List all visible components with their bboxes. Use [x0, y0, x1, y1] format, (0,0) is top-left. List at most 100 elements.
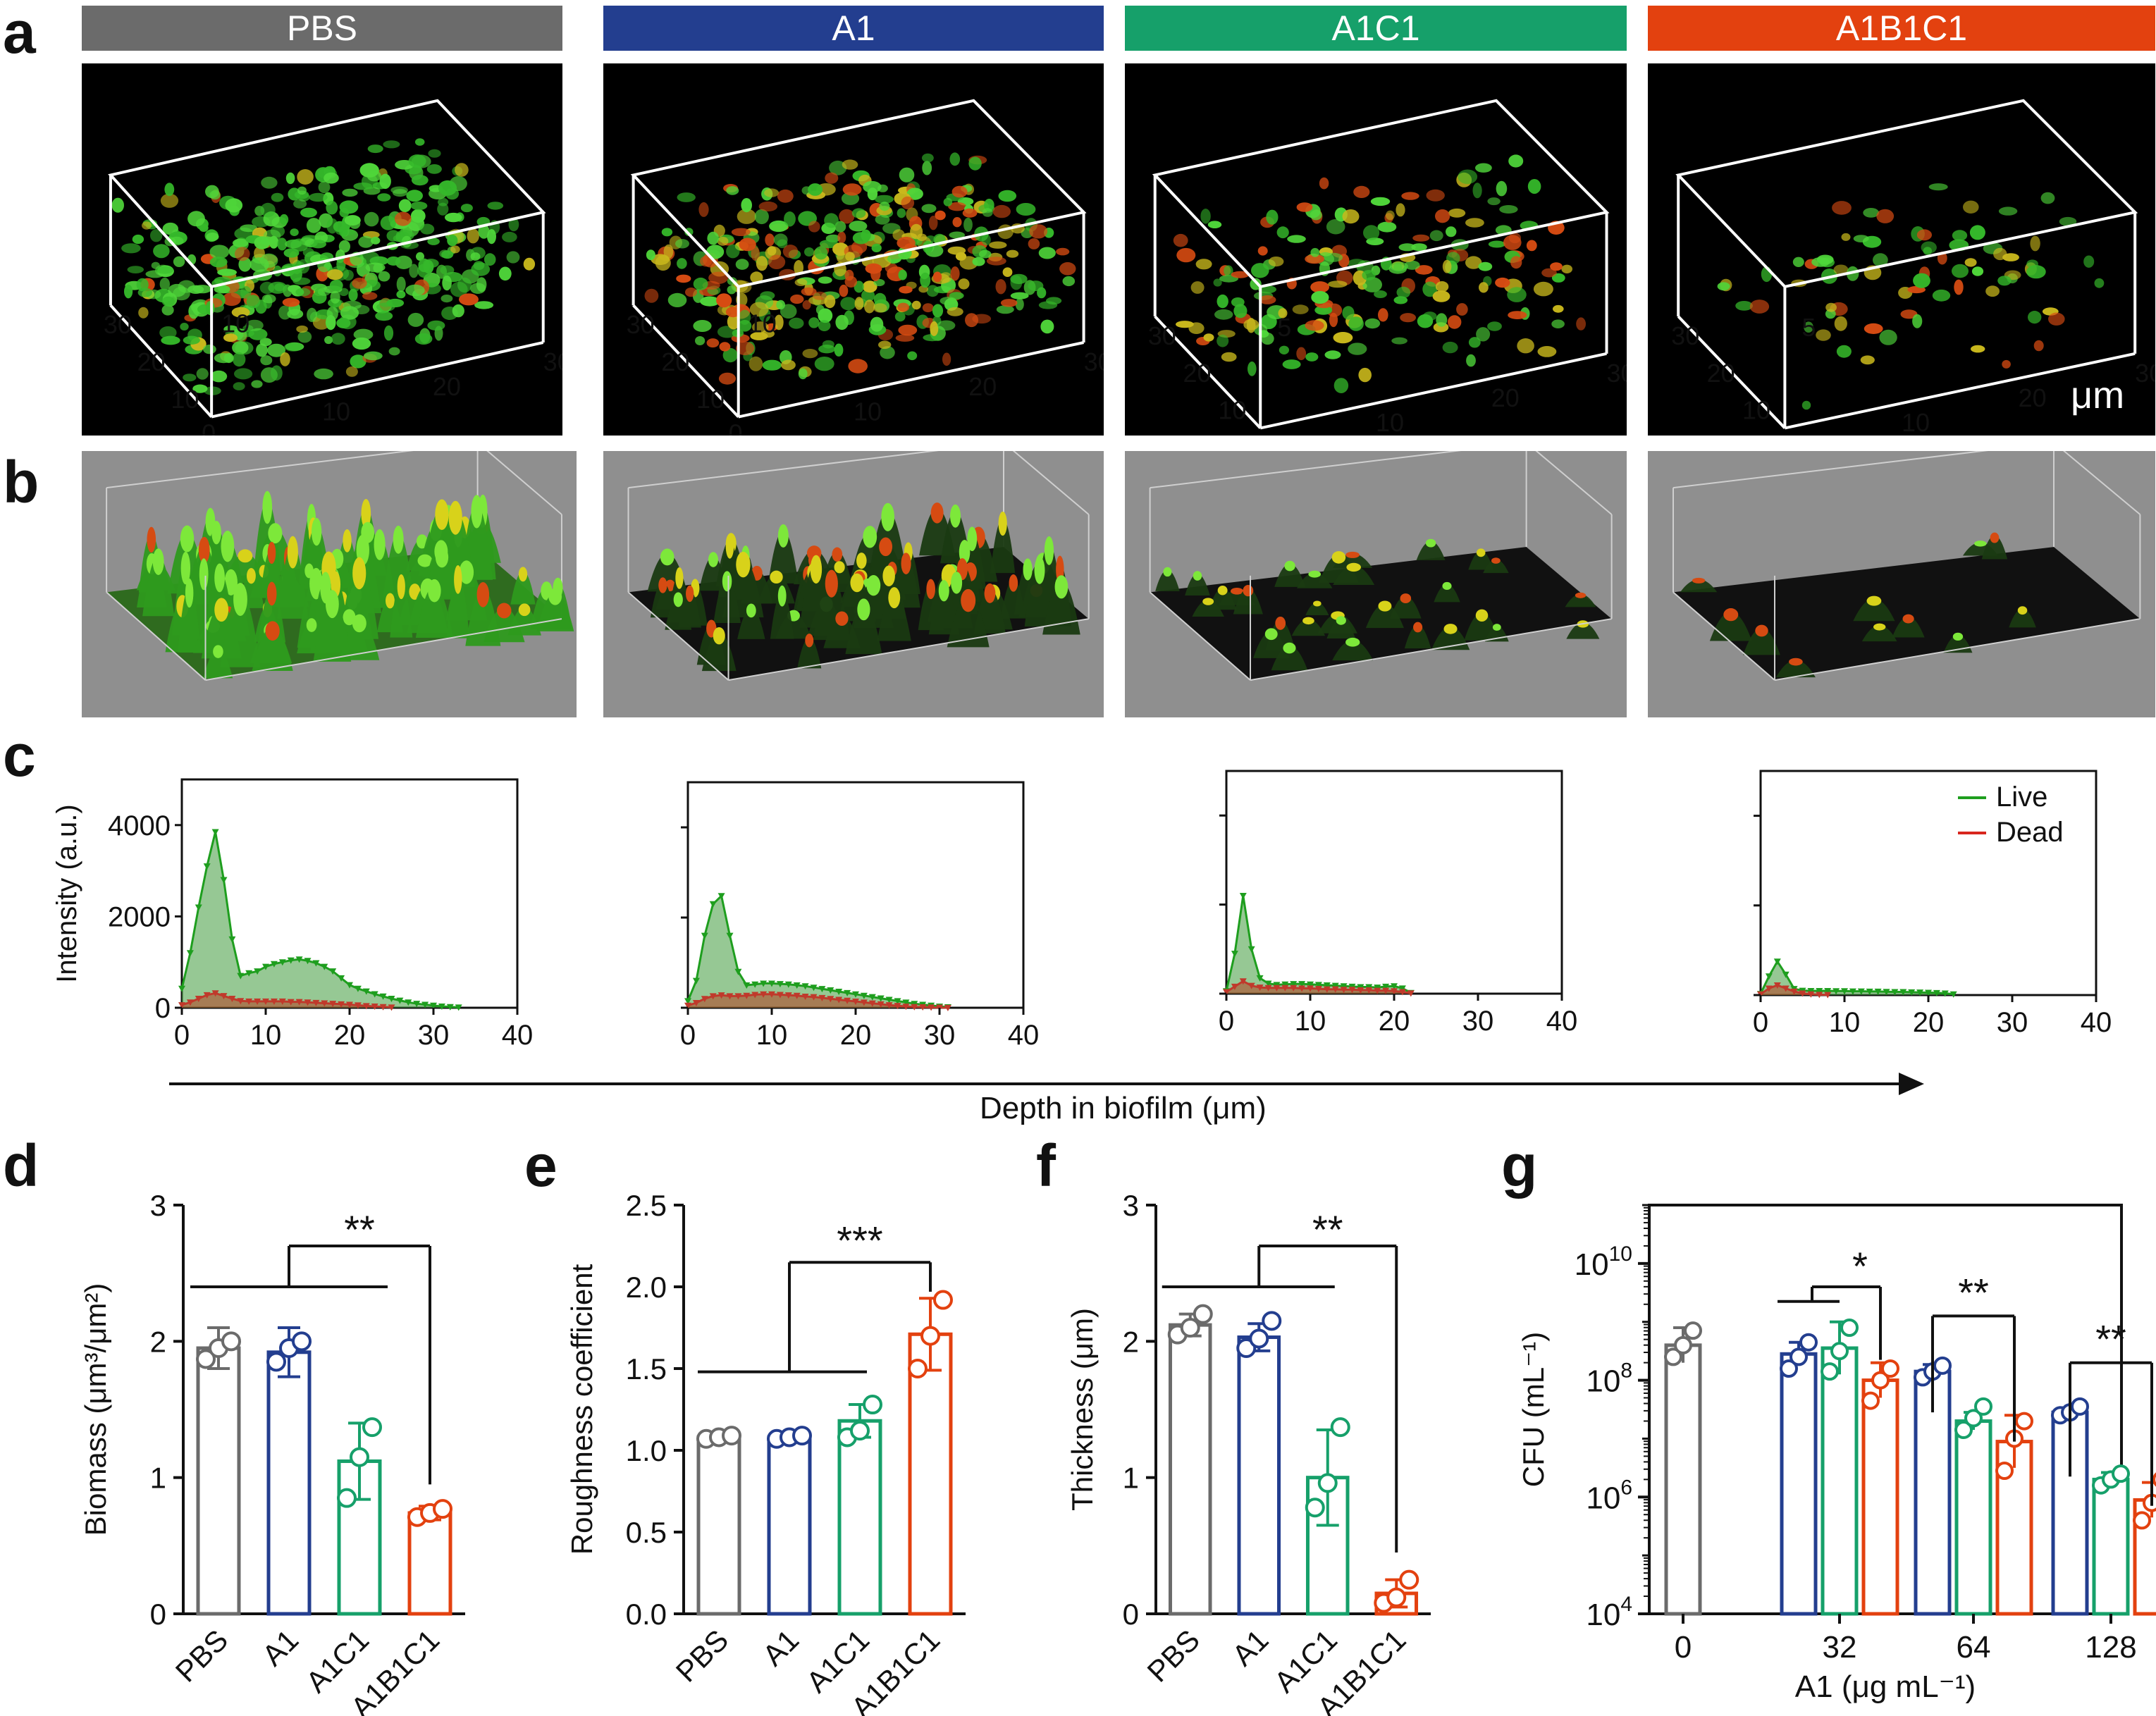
surface-peak-tip	[1873, 624, 1885, 631]
surface-peak-tip	[1218, 586, 1228, 595]
live-cell	[695, 336, 705, 345]
axis-tick-label: 10	[854, 397, 882, 426]
live-cell	[1507, 287, 1527, 302]
surface-plot-svg	[1125, 451, 1627, 717]
dead-cell	[1400, 313, 1416, 322]
x-tick-label-pbs: PBS	[670, 1623, 735, 1689]
live-cell	[441, 295, 453, 302]
data-point	[1822, 1364, 1837, 1379]
x-tick-label: 0	[680, 1020, 696, 1051]
live-cell	[1200, 209, 1210, 224]
dead-cell	[842, 159, 858, 169]
live-cell	[261, 177, 277, 189]
y-tick-label: 0.5	[626, 1516, 667, 1549]
live-cell	[331, 291, 340, 304]
significance-label: **	[1312, 1207, 1343, 1252]
surface-peak-tip	[1493, 624, 1501, 631]
live-cell	[1952, 230, 1967, 241]
data-point	[1263, 1312, 1280, 1329]
surface-peak-tip	[805, 634, 813, 647]
data-point	[1832, 1343, 1847, 1359]
live-cell	[121, 243, 141, 253]
live-cell	[870, 317, 884, 332]
dead-cell	[953, 217, 962, 227]
live-cell	[808, 317, 819, 328]
surface-peak-tip	[1413, 622, 1422, 633]
group-header-label: PBS	[287, 8, 357, 48]
dead-cell	[864, 300, 875, 313]
live-cell	[471, 252, 481, 261]
dead-cell	[2034, 340, 2044, 352]
live-cell	[488, 202, 504, 209]
live-cell	[1214, 278, 1222, 286]
y-tick-label: 2.0	[626, 1271, 667, 1304]
dead-cell	[901, 197, 915, 209]
surface-peak-tip	[497, 603, 512, 619]
data-point	[1332, 1419, 1349, 1436]
biofilm-3d-image-a1: 302010302010100	[603, 63, 1104, 436]
dead-cell	[929, 216, 938, 230]
live-cell	[307, 218, 321, 233]
live-cell	[251, 380, 262, 388]
axis-tick-label: 10	[322, 397, 350, 426]
surface-peak-tip	[238, 549, 252, 562]
surface-peak-tip	[211, 521, 221, 544]
axis-tick-label: 10	[1742, 396, 1770, 425]
x-tick-label-32: 32	[1823, 1630, 1857, 1665]
dead-cell	[1358, 368, 1372, 382]
bar-pbs-0	[1666, 1345, 1700, 1614]
bar-pbs	[1170, 1325, 1210, 1614]
live-cell	[760, 291, 775, 300]
x-tick-label: 10	[250, 1020, 282, 1051]
data-point	[2016, 1414, 2032, 1429]
live-cell	[1443, 342, 1458, 353]
live-cell	[815, 357, 834, 371]
surface-peak-tip	[180, 525, 194, 552]
y-tick-label: 0	[1123, 1598, 1139, 1631]
dead-cell	[1204, 333, 1214, 341]
y-tick-label: 104	[1586, 1593, 1632, 1632]
dead-cell	[467, 228, 479, 243]
surface-peak-tip	[1974, 541, 1986, 546]
live-cell	[1374, 290, 1387, 298]
surface-peak-tip	[882, 566, 895, 586]
live-cell	[336, 228, 356, 235]
biofilm-3d-image-pbs: 302010302010100	[82, 63, 562, 436]
axis-tick-label: 20	[661, 347, 689, 376]
data-point	[851, 1422, 868, 1439]
surface-peak-tip	[1953, 633, 1963, 641]
surface-peak-tip	[1443, 624, 1457, 634]
grid-line	[2054, 451, 2140, 514]
dead-cell	[1436, 281, 1448, 292]
live-cell	[1473, 183, 1482, 198]
dead-cell	[1176, 248, 1195, 262]
surface-peak-tip	[477, 582, 490, 607]
dead-cell	[1343, 209, 1360, 223]
live-cell	[2095, 278, 2105, 288]
dead-cell	[1386, 211, 1395, 221]
live-cell	[164, 183, 174, 196]
data-point	[1400, 1572, 1417, 1588]
surface-peak-tip	[1755, 625, 1768, 637]
y-tick-label: 0	[150, 1598, 166, 1631]
live-cell	[1436, 313, 1447, 326]
live-cell	[726, 245, 739, 259]
dead-cell	[764, 188, 779, 197]
dead-cell	[1293, 304, 1309, 314]
live-cell	[280, 214, 288, 225]
live-cell	[662, 228, 672, 236]
dead-cell	[1534, 282, 1553, 297]
y-axis-label: Thickness (μm)	[1066, 1308, 1099, 1511]
surface-plot-svg	[603, 451, 1104, 717]
live-cell	[358, 236, 374, 248]
live-cell	[932, 304, 943, 317]
live-cell	[499, 267, 512, 281]
surface-peak-tip	[1346, 563, 1361, 572]
grid-line	[478, 451, 562, 514]
live-cell	[1921, 242, 1937, 254]
live-cell	[973, 257, 985, 266]
dead-cell	[777, 190, 794, 203]
y-tick-label: 108	[1586, 1359, 1632, 1399]
surface-peak-tip	[1477, 548, 1486, 557]
live-cell	[366, 263, 386, 273]
